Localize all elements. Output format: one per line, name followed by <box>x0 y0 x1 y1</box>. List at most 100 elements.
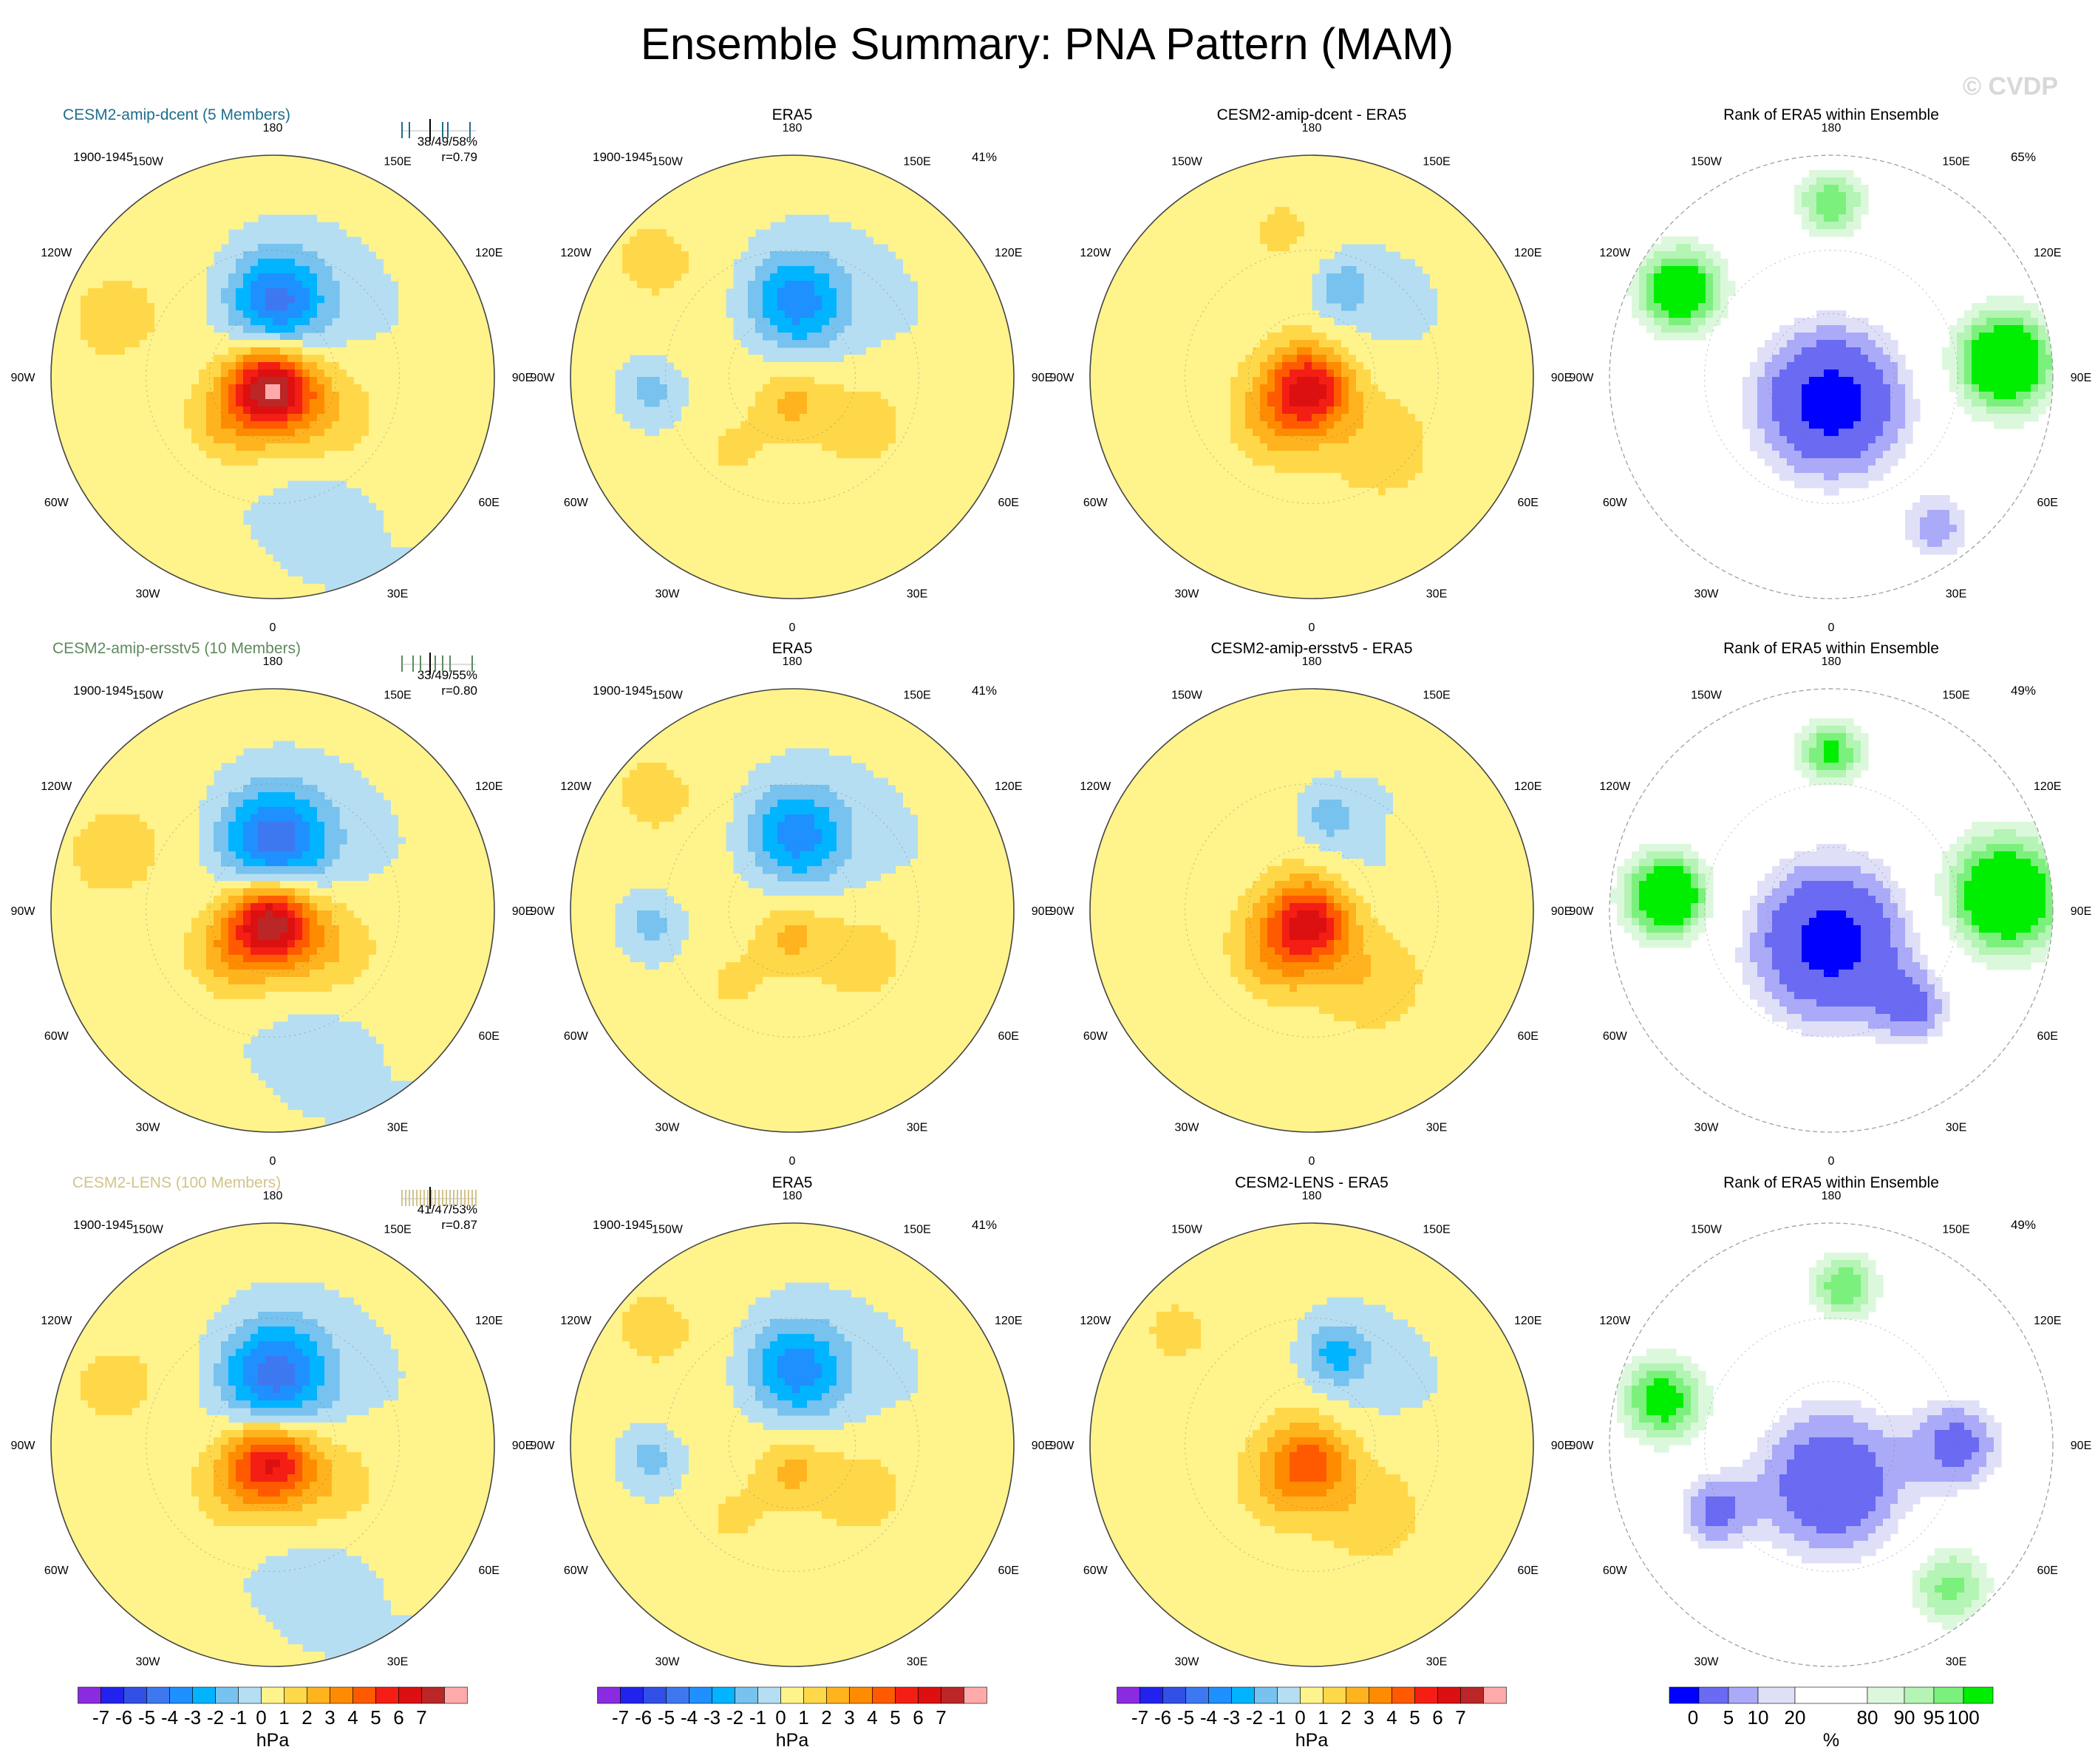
field-cell <box>777 421 786 429</box>
field-cell <box>280 443 288 452</box>
field-cell <box>162 303 170 311</box>
field-cell <box>896 377 904 385</box>
field-cell <box>420 473 429 481</box>
field-cell <box>480 340 488 348</box>
field-cell <box>443 488 451 496</box>
field-cell <box>704 384 712 392</box>
field-cell <box>332 177 340 185</box>
field-cell <box>837 488 845 496</box>
field-cell <box>214 399 222 407</box>
field-cell <box>925 503 933 511</box>
field-cell <box>785 377 793 385</box>
field-cell <box>140 466 148 474</box>
field-cell <box>822 466 830 474</box>
field-cell <box>258 406 266 415</box>
field-cell <box>162 495 170 503</box>
field-cell <box>637 259 645 267</box>
field-cell <box>733 532 741 540</box>
field-cell <box>740 451 749 459</box>
field-cell <box>265 458 273 466</box>
field-cell <box>435 251 443 259</box>
field-cell <box>110 310 118 319</box>
field-cell <box>147 303 155 311</box>
field-cell <box>829 288 837 296</box>
field-cell <box>652 539 660 548</box>
field-cell <box>450 333 458 341</box>
field-cell <box>398 325 406 333</box>
field-cell <box>191 236 200 245</box>
field-cell <box>674 443 682 452</box>
field-cell <box>918 355 926 363</box>
field-cell <box>763 488 771 496</box>
field-cell <box>236 296 244 304</box>
field-cell <box>777 436 786 444</box>
field-cell <box>280 318 288 326</box>
field-cell <box>125 236 133 245</box>
field-cell <box>184 576 192 585</box>
field-cell <box>228 547 236 555</box>
field-cell <box>947 473 955 481</box>
field-cell <box>977 325 985 333</box>
field-cell <box>984 406 992 415</box>
field-cell <box>265 170 273 178</box>
field-cell <box>295 163 303 171</box>
field-cell <box>918 347 926 355</box>
field-cell <box>711 273 719 282</box>
field-cell <box>162 421 170 429</box>
field-cell <box>940 443 948 452</box>
field-cell <box>933 288 941 296</box>
field-cell <box>324 207 333 215</box>
field-cell <box>406 451 414 459</box>
field-cell <box>465 399 473 407</box>
field-cell <box>147 539 155 548</box>
field-cell <box>1006 399 1014 407</box>
field-cell <box>888 185 896 193</box>
field-cell <box>214 569 222 577</box>
field-cell <box>1006 406 1014 415</box>
field-cell <box>822 458 830 466</box>
field-cell <box>659 318 667 326</box>
field-cell <box>221 370 229 378</box>
field-cell <box>755 392 763 400</box>
watermark: © CVDP <box>1963 72 2058 101</box>
field-cell <box>117 303 126 311</box>
field-cell <box>177 569 185 577</box>
field-cell <box>748 384 756 392</box>
field-cell <box>435 288 443 296</box>
field-cell <box>487 384 494 392</box>
field-cell <box>984 288 992 296</box>
field-cell <box>428 303 436 311</box>
field-cell <box>785 303 793 311</box>
field-cell <box>888 244 896 252</box>
field-cell <box>763 259 771 267</box>
field-cell <box>792 200 800 208</box>
field-cell <box>443 325 451 333</box>
field-cell <box>332 207 340 215</box>
field-cell <box>807 170 815 178</box>
field-cell <box>955 229 963 237</box>
field-cell <box>258 414 266 422</box>
field-cell <box>748 495 756 503</box>
field-cell <box>147 222 155 230</box>
field-cell <box>361 236 369 245</box>
field-cell <box>733 436 741 444</box>
field-cell <box>302 200 310 208</box>
field-cell <box>674 532 682 540</box>
field-cell <box>681 480 689 488</box>
field-cell <box>95 236 103 245</box>
field-cell <box>785 273 793 282</box>
field-cell <box>940 340 948 348</box>
field-cell <box>711 303 719 311</box>
field-cell <box>910 200 919 208</box>
field-cell <box>58 399 67 407</box>
field-cell <box>925 259 933 267</box>
field-cell <box>273 355 281 363</box>
field-cell <box>726 318 734 326</box>
field-cell <box>310 163 318 171</box>
field-cell <box>140 303 148 311</box>
field-cell <box>265 488 273 496</box>
field-cell <box>829 266 837 274</box>
field-cell <box>829 325 837 333</box>
field-cell <box>578 362 586 370</box>
